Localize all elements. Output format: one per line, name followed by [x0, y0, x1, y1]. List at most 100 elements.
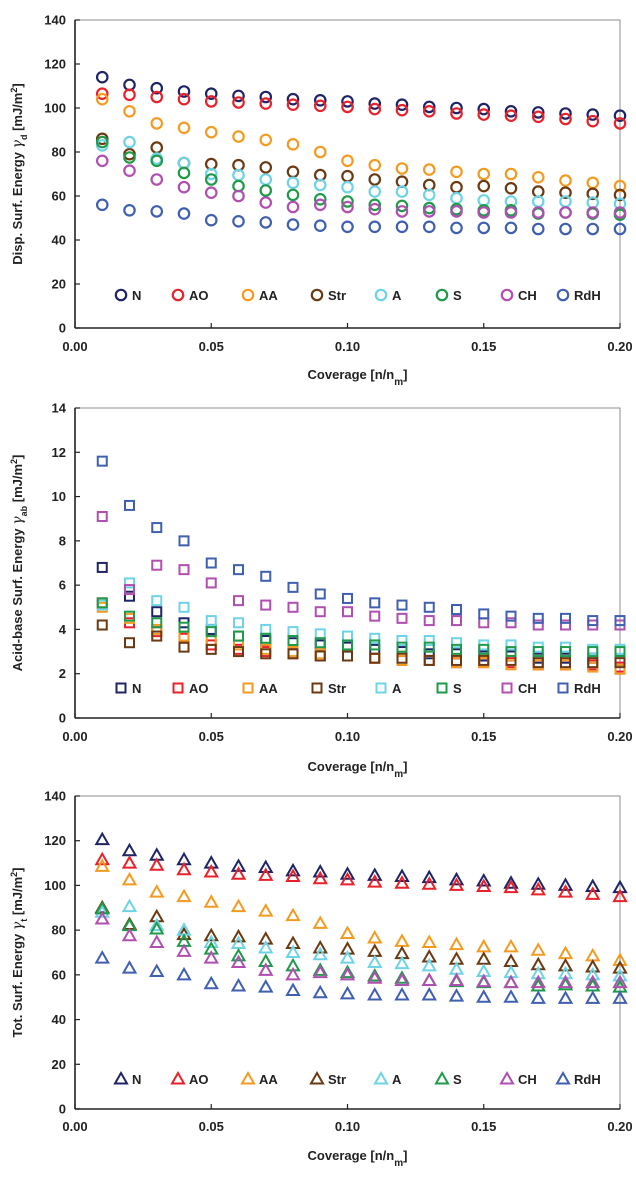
data-point: [530, 990, 546, 1004]
data-point: [259, 161, 273, 174]
data-point: [505, 610, 517, 622]
legend-marker: [115, 682, 127, 694]
data-point: [395, 220, 409, 234]
data-point: [586, 108, 600, 121]
legend-label: AO: [189, 681, 209, 696]
data-point: [423, 654, 435, 666]
data-point: [586, 114, 600, 128]
x-tick-label: 0.20: [607, 1119, 632, 1134]
series-s: [95, 135, 627, 221]
data-point: [367, 874, 383, 888]
data-point: [477, 179, 491, 193]
data-point: [560, 619, 571, 631]
data-point: [586, 222, 600, 236]
data-point: [94, 910, 110, 925]
data-point: [121, 855, 138, 869]
data-point: [396, 635, 408, 646]
y-tick-label: 10: [52, 489, 66, 504]
legend: N AO AA Str A S CH RdH: [115, 681, 601, 696]
data-point: [232, 130, 245, 143]
legend-marker: [499, 1070, 515, 1085]
y-tick-label: 120: [44, 57, 66, 72]
data-point: [286, 200, 300, 214]
legend-marker: [555, 1070, 571, 1085]
data-point: [232, 89, 245, 103]
data-point: [559, 222, 572, 236]
legend-marker: [434, 1070, 450, 1085]
data-point: [342, 592, 353, 604]
series-ch: [95, 154, 627, 219]
data-point: [448, 877, 465, 891]
data-point: [258, 867, 274, 881]
data-point: [612, 974, 628, 989]
x-tick-label: 0.10: [335, 339, 360, 354]
data-point: [178, 535, 190, 547]
data-point: [557, 974, 574, 989]
data-point: [560, 657, 571, 669]
data-point: [339, 925, 356, 939]
data-point: [614, 657, 626, 669]
data-point: [448, 988, 465, 1002]
data-point: [557, 957, 574, 972]
data-point: [368, 173, 382, 186]
data-point: [230, 866, 247, 880]
data-point: [503, 879, 519, 894]
series-rdh: [96, 455, 626, 627]
data-point: [94, 904, 110, 918]
data-point: [204, 87, 218, 100]
data-point: [422, 105, 436, 118]
data-point: [530, 942, 546, 956]
data-point: [342, 630, 353, 642]
legend: N AO AA Str A S CH RdH: [113, 1070, 601, 1087]
data-point: [369, 652, 381, 664]
data-point: [151, 559, 163, 571]
legend-label: CH: [518, 1072, 537, 1087]
data-point: [503, 974, 519, 989]
legend-label: N: [132, 288, 141, 303]
data-point: [96, 597, 108, 609]
plot-frame: [74, 407, 621, 719]
data-point: [557, 884, 574, 898]
data-point: [451, 643, 462, 655]
data-point: [586, 187, 600, 201]
data-point: [368, 102, 382, 116]
y-tick-label: 0: [59, 711, 66, 726]
data-point: [149, 857, 165, 871]
data-point: [367, 929, 383, 944]
y-tick-label: 6: [59, 578, 66, 593]
series-n: [94, 831, 628, 894]
data-point: [394, 955, 410, 970]
legend-label: AA: [259, 288, 278, 303]
data-point: [205, 643, 217, 655]
data-point: [396, 599, 408, 611]
data-point: [94, 950, 110, 964]
y-axis-label: Tot. Surf. Energy γt [mJ/m2]: [9, 867, 29, 1037]
data-point: [258, 859, 274, 874]
data-point: [178, 564, 190, 576]
data-point: [395, 205, 409, 218]
series-ch: [94, 910, 628, 989]
data-point: [259, 97, 273, 110]
data-point: [614, 663, 626, 675]
data-point: [149, 963, 165, 978]
series-aa: [94, 858, 628, 966]
data-point: [150, 205, 164, 218]
legend-marker: [310, 288, 324, 302]
data-point: [394, 970, 410, 984]
data-point: [504, 167, 518, 181]
data-point: [96, 455, 108, 467]
series-n: [95, 70, 627, 122]
data-point: [450, 191, 463, 205]
y-tick-label: 4: [59, 622, 67, 637]
data-point: [422, 188, 436, 202]
data-point: [313, 99, 327, 113]
data-point: [95, 70, 109, 84]
data-point: [96, 619, 108, 631]
data-point: [612, 960, 628, 974]
data-point: [339, 966, 356, 981]
data-point: [260, 570, 272, 582]
data-point: [448, 961, 465, 975]
data-point: [395, 185, 409, 198]
data-point: [451, 604, 462, 615]
